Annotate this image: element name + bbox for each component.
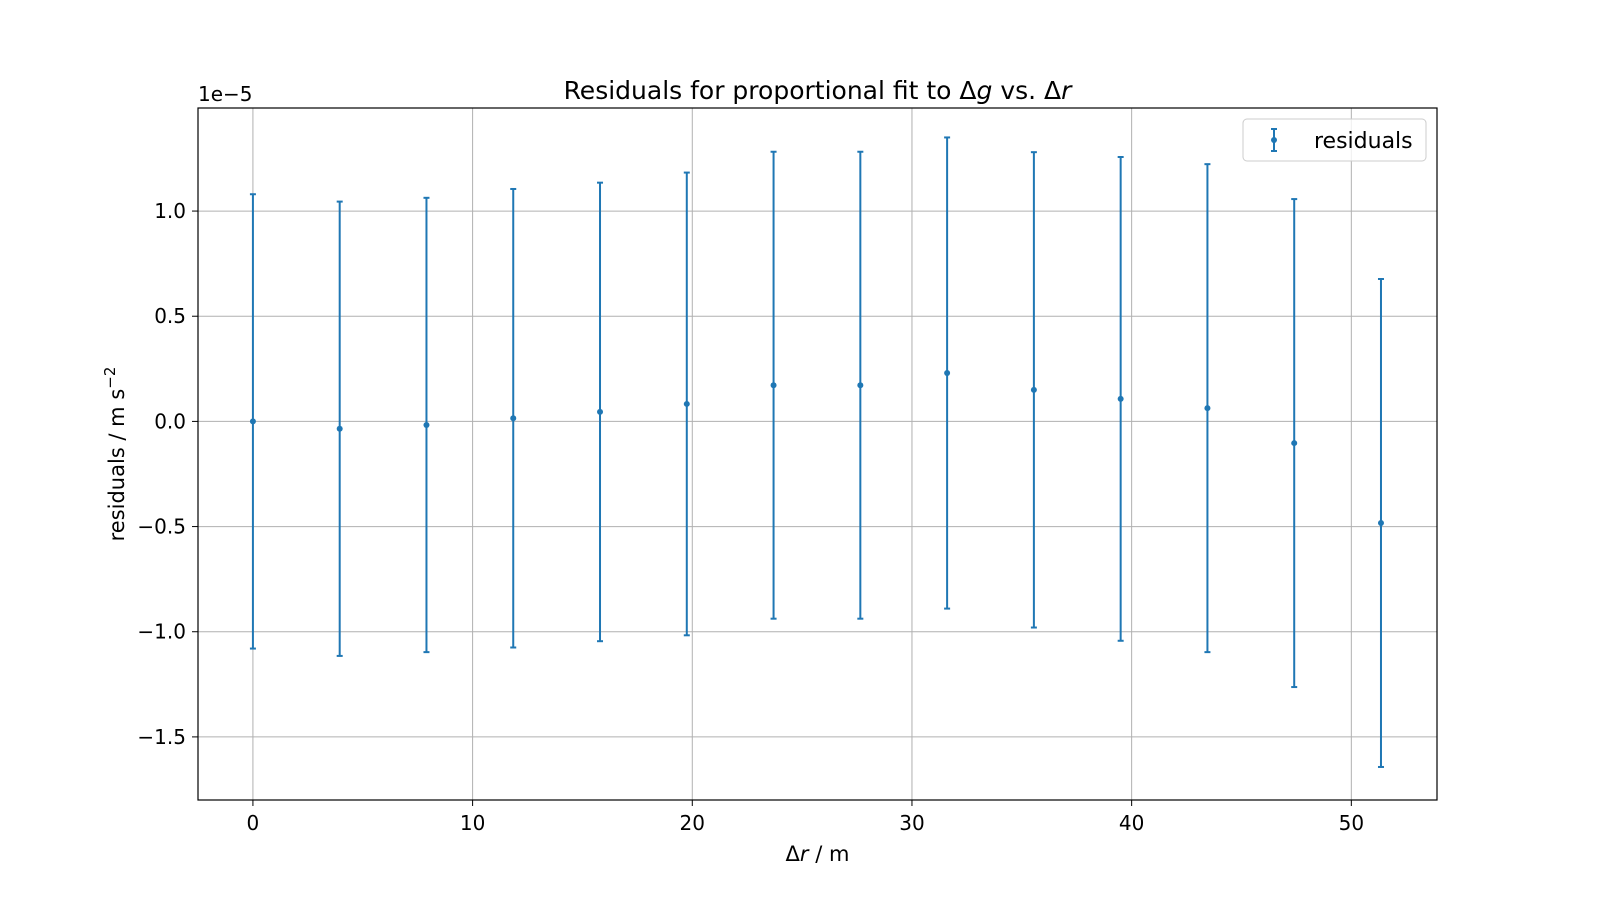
x-label-part: / m (809, 842, 850, 866)
y-tick-label: −1.0 (137, 620, 186, 644)
data-layer (249, 136, 1384, 768)
data-point (770, 382, 777, 389)
data-point (1030, 386, 1037, 393)
x-tick-label: 40 (1119, 811, 1144, 835)
data-point (336, 425, 343, 432)
y-offset-text: 1e−5 (198, 82, 253, 106)
data-point (857, 382, 864, 389)
title-part: vs. Δ (992, 76, 1061, 105)
data-point (944, 370, 951, 377)
x-label-part: Δ (786, 842, 801, 866)
plot-frame (197, 107, 1438, 801)
y-axis-label: residuals / m s−2 (101, 367, 129, 542)
title-part: Residuals for proportional fit to Δ (564, 76, 977, 105)
data-point (1117, 395, 1124, 402)
legend-point (1271, 137, 1277, 143)
y-axis-label-group: residuals / m s−2 (101, 367, 129, 542)
y-tick-label: 0.5 (154, 304, 186, 328)
title-part: r (1061, 76, 1073, 105)
legend[interactable]: residuals (1242, 118, 1427, 162)
chart-title: Residuals for proportional fit to Δg vs.… (564, 76, 1074, 105)
y-axis-label-exponent: −2 (101, 367, 119, 389)
x-tick-label: 0 (247, 811, 260, 835)
ticks: 0 10 20 30 40 50 −1.5 −1.0 −0.5 0.0 0.5 1.0 (137, 199, 1364, 835)
x-tick-label: 10 (460, 811, 485, 835)
title-part: g (977, 76, 993, 105)
y-axis-label-text: residuals / m s (105, 389, 129, 542)
data-point (1204, 405, 1211, 412)
y-tick-label: −1.5 (137, 725, 186, 749)
data-point (423, 421, 430, 428)
y-tick-label: −0.5 (137, 515, 186, 539)
x-tick-label: 50 (1339, 811, 1364, 835)
y-tick-label: 1.0 (154, 199, 186, 223)
x-axis-label: Δr / m (786, 842, 850, 866)
legend-label: residuals (1314, 129, 1413, 154)
x-tick-label: 20 (680, 811, 705, 835)
data-point (510, 415, 517, 422)
legend-box (1242, 118, 1427, 162)
x-tick-label: 30 (899, 811, 924, 835)
data-point (1291, 440, 1298, 447)
grid (198, 108, 1437, 800)
x-label-part: r (800, 842, 810, 866)
y-tick-label: 0.0 (154, 409, 186, 433)
legend-marker (1271, 128, 1277, 152)
data-point (597, 408, 604, 415)
data-point (249, 418, 256, 425)
data-point (683, 400, 690, 407)
data-point (1377, 519, 1384, 526)
